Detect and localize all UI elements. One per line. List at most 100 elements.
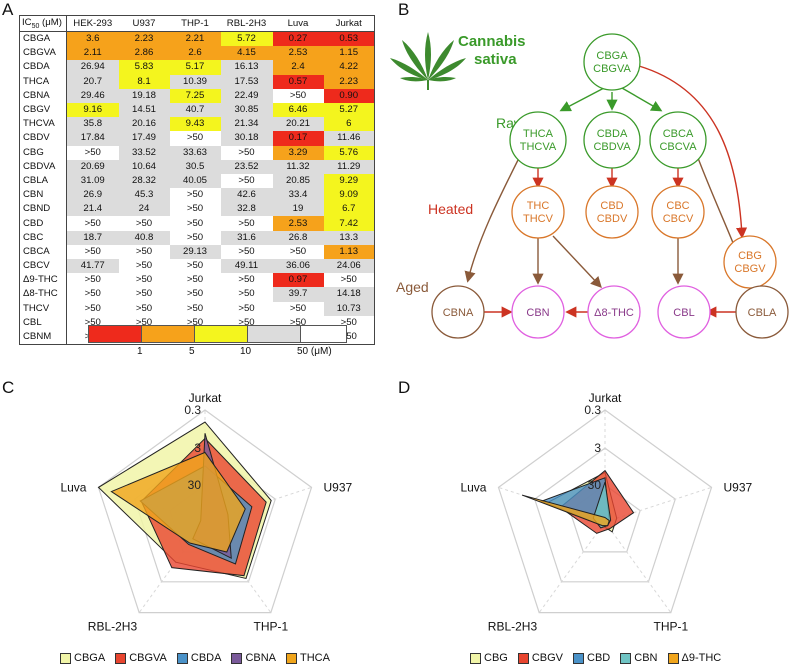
ic50-cell: 6.46 — [272, 102, 324, 118]
ic50-cell: 0.27 — [272, 31, 324, 47]
ic50-cell: 0.97 — [272, 273, 324, 288]
compound-name: CBGV — [19, 102, 67, 118]
column-header: U937 — [118, 15, 170, 32]
compound-name: CBGVA — [19, 46, 67, 61]
axis-label: U937 — [324, 480, 353, 494]
ic50-cell: 45.3 — [118, 188, 170, 203]
ic50-cell: 49.11 — [220, 259, 273, 274]
node-cbg-cbgv: CBG CBGV — [723, 235, 777, 289]
ic50-cell: 33.52 — [118, 145, 170, 160]
legend-swatch — [620, 652, 632, 664]
node-label: THCV — [523, 213, 554, 225]
ic50-cell: 31.6 — [220, 230, 273, 245]
ic50-cell: 0.53 — [323, 31, 375, 47]
ic50-cell: 21.4 — [66, 202, 119, 217]
table-row: Δ8-THC >50 >50 >50 >50 39.7 14.18 — [19, 287, 375, 302]
ic50-cell: >50 — [169, 188, 221, 203]
ic50-cell: 7.42 — [323, 216, 375, 231]
table-row: CBD >50 >50 >50 >50 2.53 7.42 — [19, 216, 375, 231]
legend-swatch — [573, 652, 585, 664]
ic50-cell: 23.52 — [220, 159, 273, 174]
ic50-cell: 17.84 — [66, 131, 119, 146]
ic50-cell: 5.83 — [118, 60, 170, 75]
ic50-cell: >50 — [118, 244, 170, 259]
radar-chart-c: 0.3 3 30 Jurkat U937 THP-1 RBL-2H3 Luva — [60, 391, 353, 634]
ic50-cell: 39.7 — [272, 287, 324, 302]
legend-item: CBGVA — [115, 652, 167, 664]
ic50-cell: >50 — [169, 131, 221, 146]
table-row: THCV >50 >50 >50 >50 >50 10.73 — [19, 301, 375, 316]
compound-name: THCV — [19, 301, 67, 316]
radar-chart-d: 0.3 3 30 Jurkat U937 THP-1 RBL-2H3 Luva — [460, 391, 752, 634]
ic50-cell: >50 — [118, 287, 170, 302]
ic50-cell: >50 — [272, 88, 324, 103]
species-name-line1: Cannabis — [458, 33, 526, 50]
compound-name: THCVA — [19, 117, 67, 132]
ic50-cell: 30.85 — [220, 102, 273, 118]
colorbar-segment — [194, 325, 249, 343]
compound-name: Δ8-THC — [19, 287, 67, 302]
axis-label: Jurkat — [189, 391, 222, 405]
ic50-cell: 9.43 — [169, 117, 221, 132]
radial-tick-label: 30 — [588, 478, 602, 492]
ic50-cell: 31.09 — [66, 173, 119, 189]
ic50-cell: 5.17 — [169, 60, 221, 75]
legend-d: CBG CBGV CBD CBN Δ9-THC — [470, 652, 790, 664]
compound-name: CBDV — [19, 131, 67, 146]
legend-swatch — [176, 652, 188, 664]
ic50-cell: 35.8 — [66, 117, 119, 132]
biosynthesis-diagram: Cannabis sativa Raw Heated Aged CBGA CBG… — [390, 32, 789, 339]
ic50-cell: 0.57 — [272, 74, 324, 89]
table-row: CBNA 29.46 19.18 7.25 22.49 >50 0.90 — [19, 88, 375, 103]
legend-swatch — [667, 652, 679, 664]
table-row: CBCA >50 >50 29.13 >50 >50 1.13 — [19, 244, 375, 259]
table-row: CBN 26.9 45.3 >50 42.6 33.4 9.09 — [19, 188, 375, 203]
ic50-cell: 9.09 — [323, 188, 375, 203]
legend-label: Δ9-THC — [681, 652, 722, 664]
ic50-cell: 18.7 — [66, 230, 119, 245]
ic50-cell: >50 — [169, 287, 221, 302]
ic50-cell: 40.7 — [169, 102, 221, 118]
table-row: THCA 20.7 8.1 10.39 17.53 0.57 2.23 — [19, 74, 375, 89]
legend-label: CBD — [587, 652, 611, 664]
colorbar-segment — [88, 325, 143, 343]
ic50-cell: 3.29 — [272, 145, 324, 160]
ic50-cell: >50 — [272, 301, 324, 316]
table-row: CBLA 31.09 28.32 40.05 >50 20.85 9.29 — [19, 173, 375, 189]
ic50-cell: 29.13 — [169, 244, 221, 259]
legend-label: CBNA — [245, 652, 277, 664]
ic50-cell: >50 — [169, 230, 221, 245]
ic50-cell: >50 — [66, 287, 119, 302]
ic50-cell: 16.13 — [220, 60, 273, 75]
ic50-cell: 5.27 — [323, 102, 375, 118]
ic50-cell: 0.17 — [272, 131, 324, 146]
column-header: Luva — [272, 15, 324, 32]
ic50-cell: >50 — [220, 216, 273, 231]
node-thca-thcva: THCA THCVA — [509, 111, 567, 169]
node-label: CBCA — [663, 128, 694, 140]
node-label: CBN — [526, 307, 549, 319]
legend-item: CBN — [620, 652, 658, 664]
ic50-cell: 2.11 — [66, 46, 119, 61]
ic50-cell: 5.76 — [323, 145, 375, 160]
table-row: CBDV 17.84 17.49 >50 30.18 0.17 11.46 — [19, 131, 375, 146]
ic50-cell: 7.25 — [169, 88, 221, 103]
table-row: CBC 18.7 40.8 >50 31.6 26.8 13.3 — [19, 230, 375, 245]
ic50-cell: 20.16 — [118, 117, 170, 132]
node-label: CBLA — [748, 307, 777, 319]
node-cbd-cbdv: CBD CBDV — [585, 185, 639, 239]
ic50-cell: 11.32 — [272, 159, 324, 174]
ic50-header-unit: (μM) — [39, 17, 62, 29]
panel-label-a: A — [2, 0, 14, 19]
cannabis-leaf-icon — [390, 32, 466, 90]
ic50-cell: 11.46 — [323, 131, 375, 146]
legend-item: CBGV — [517, 652, 563, 664]
grid-ring — [533, 447, 677, 583]
ic50-cell: 2.21 — [169, 31, 221, 47]
legend-item: CBNA — [231, 652, 276, 664]
axis-label: Luva — [460, 480, 486, 494]
compound-name: CBCA — [19, 244, 67, 259]
ic50-cell: >50 — [66, 301, 119, 316]
grid-ring — [97, 409, 313, 614]
legend-label: THCA — [300, 652, 330, 664]
